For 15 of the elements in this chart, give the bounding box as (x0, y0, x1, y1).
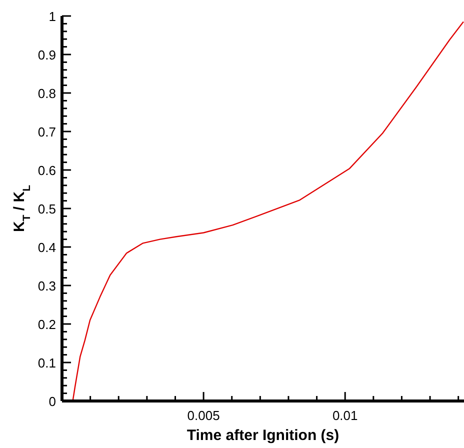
line-series (72, 21, 464, 402)
y-tick-label: 0.4 (38, 240, 56, 255)
x-tick-label: 0.005 (187, 408, 220, 423)
y-tick-label: 0.9 (38, 48, 56, 62)
y-tick-label: 0.7 (38, 124, 56, 140)
y-tick-label: 0.2 (38, 317, 56, 332)
y-tick-label: 0.1 (38, 356, 56, 370)
y-tick-label: 0 (48, 394, 56, 409)
y-tick-label: 0.6 (38, 163, 56, 178)
y-tick-label: 0.3 (38, 278, 56, 294)
y-tick-label: 1 (48, 9, 56, 24)
y-tick-label: 0.5 (38, 202, 56, 216)
y-tick-label: 0.8 (38, 86, 56, 101)
x-tick-label: 0.01 (332, 408, 358, 423)
x-axis-title: Time after Ignition (s) (186, 427, 340, 444)
